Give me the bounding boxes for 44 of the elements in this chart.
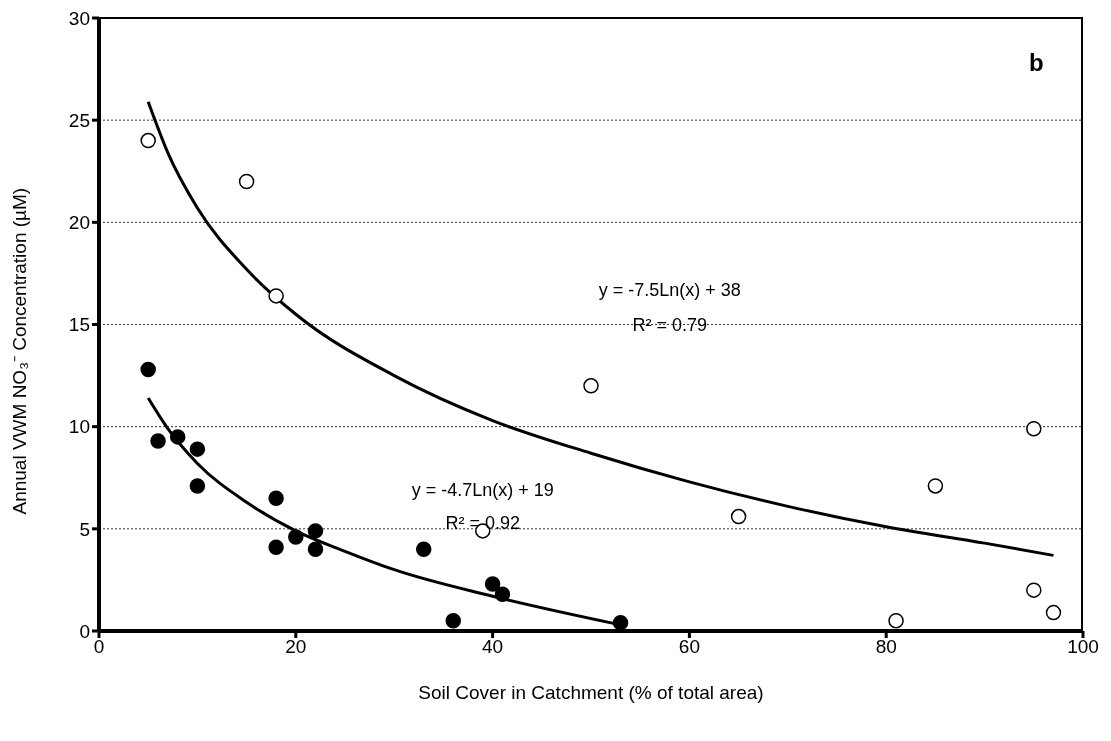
point xyxy=(307,541,324,558)
point xyxy=(730,508,747,525)
point xyxy=(888,613,904,629)
point xyxy=(169,429,186,445)
x-tick-label: 80 xyxy=(875,636,897,658)
y-tick-label: 20 xyxy=(68,212,90,234)
y-axis-title: Annual VWM NO₃⁻ Concentration (µM) xyxy=(8,187,30,515)
y-tick-label: 0 xyxy=(79,620,90,642)
annotation: y = -7.5Ln(x) + 38 xyxy=(598,279,741,300)
y-tick-label: 15 xyxy=(68,314,90,336)
point xyxy=(268,490,284,506)
x-tick-label: 0 xyxy=(93,636,105,658)
point xyxy=(307,523,324,539)
point xyxy=(189,478,206,494)
annotation: b xyxy=(1028,48,1044,76)
y-tick-label: 25 xyxy=(68,109,90,131)
point xyxy=(150,433,166,449)
annotation: y = -4.7Ln(x) + 19 xyxy=(411,479,554,500)
point xyxy=(583,378,599,394)
point xyxy=(189,441,206,457)
point xyxy=(494,586,511,602)
point xyxy=(268,539,284,555)
annotation: R² = 0.79 xyxy=(632,314,707,334)
x-tick-label: 60 xyxy=(678,636,700,658)
point xyxy=(1045,604,1062,621)
point xyxy=(288,529,304,545)
y-tick-label: 10 xyxy=(68,416,90,438)
x-tick-label: 40 xyxy=(482,636,504,658)
point xyxy=(612,615,629,631)
x-tick-label: 100 xyxy=(1067,636,1099,658)
point xyxy=(1026,420,1042,437)
point xyxy=(238,173,255,190)
point xyxy=(484,576,501,592)
point xyxy=(927,478,944,494)
x-tick-label: 20 xyxy=(285,636,307,658)
point xyxy=(415,541,432,558)
point xyxy=(268,288,284,304)
y-tick-label: 30 xyxy=(68,7,90,29)
point xyxy=(140,361,156,378)
y-tick-label: 5 xyxy=(79,518,90,540)
point xyxy=(1026,582,1042,598)
point xyxy=(140,132,156,149)
point xyxy=(445,613,461,629)
x-axis-title: Soil Cover in Catchment (% of total area) xyxy=(418,682,764,703)
